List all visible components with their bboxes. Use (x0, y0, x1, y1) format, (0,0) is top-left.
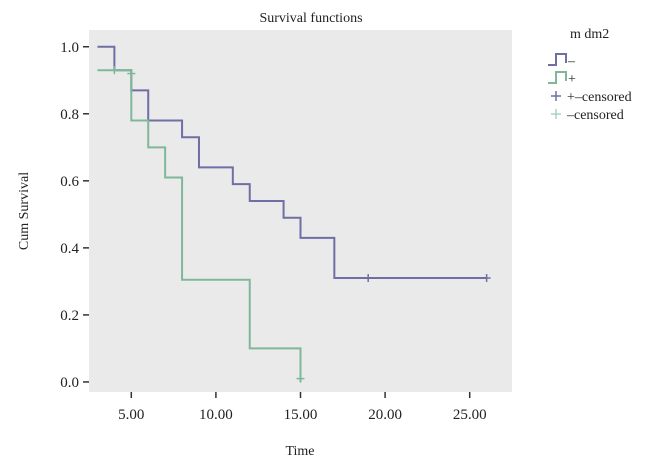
x-tick-label: 20.00 (368, 407, 402, 423)
censor-mark (364, 274, 373, 283)
censor-mark (110, 66, 119, 75)
legend-entry: – (548, 53, 576, 69)
y-tick-label: 0.8 (60, 107, 79, 123)
y-tick-label: 0.2 (60, 308, 79, 324)
legend-label: – (567, 54, 576, 69)
y-tick-label: 0.4 (60, 241, 79, 257)
y-tick-label: 0.6 (60, 174, 79, 190)
x-axis-label: Time (285, 444, 314, 459)
legend-entry: +–censored (551, 90, 632, 105)
legend-label: + (568, 72, 576, 87)
x-tick-label: 25.00 (453, 407, 487, 423)
legend-entry: –censored (551, 108, 624, 123)
legend-step-symbol (548, 53, 567, 66)
x-tick-label: 5.00 (118, 407, 144, 423)
x-tick-label: 10.00 (199, 407, 233, 423)
plot-area (89, 30, 512, 392)
legend-title: m dm2 (570, 27, 609, 42)
y-axis-label: Cum Survival (17, 172, 32, 250)
censor-mark (296, 374, 305, 383)
legend: m dm2 – + +–censored –censored (548, 27, 632, 123)
y-tick-label: 1.0 (60, 40, 79, 56)
legend-label: –censored (566, 108, 624, 123)
series-layer (97, 45, 491, 383)
x-tick-label: 15.00 (284, 407, 318, 423)
y-tick-label: 0.0 (60, 375, 79, 391)
legend-label: +–censored (567, 90, 632, 105)
survival-curve-plus (97, 69, 302, 382)
legend-step-symbol (548, 71, 567, 84)
legend-entry: + (548, 71, 576, 87)
y-axis: 0.0 0.2 0.4 0.6 0.8 1.0 (60, 40, 89, 391)
censor-mark (482, 274, 491, 283)
chart-title: Survival functions (259, 11, 362, 26)
x-axis: 5.00 10.00 15.00 20.00 25.00 (118, 392, 487, 423)
censor-mark (127, 69, 136, 78)
legend-entries: – + +–censored –censored (548, 53, 632, 123)
